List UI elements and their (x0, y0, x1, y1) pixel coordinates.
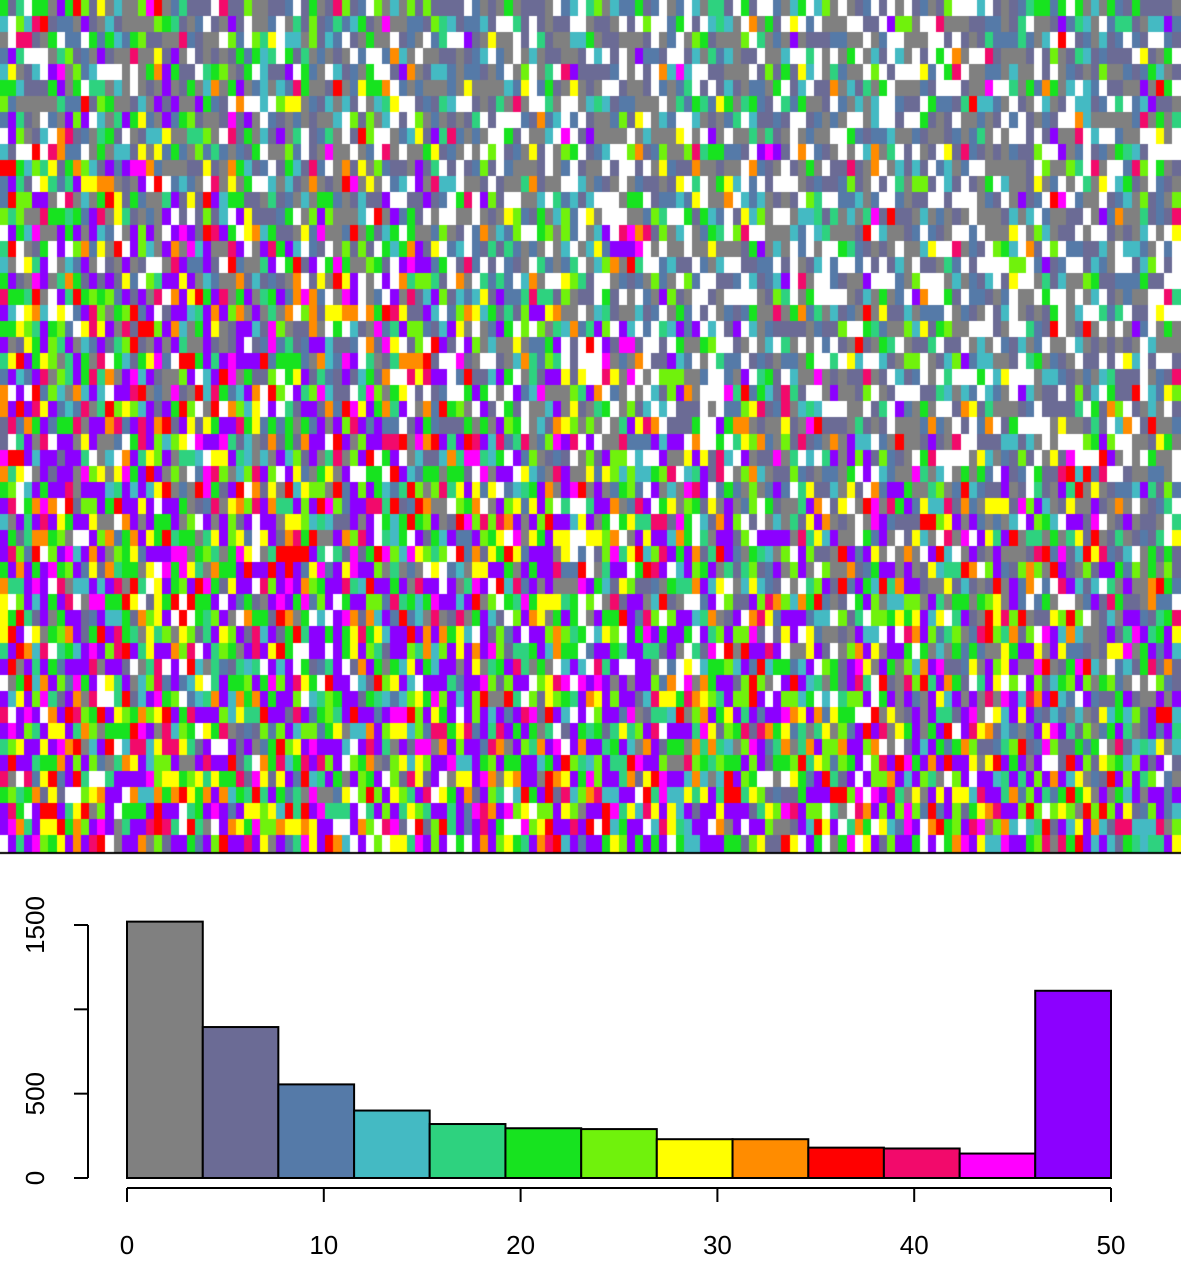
y-tick-label-1: 500 (20, 1072, 50, 1115)
x-tick-label-4: 40 (900, 1230, 929, 1260)
x-axis: 0 10 20 30 40 50 (120, 1187, 1126, 1260)
histogram-bar-10 (882, 1147, 961, 1179)
histogram-bar-3 (353, 1109, 431, 1179)
y-axis: 0 500 1500 (20, 896, 89, 1185)
histogram-bars (126, 920, 1113, 1180)
histogram-bar-6 (580, 1128, 658, 1180)
histogram-bar-7 (655, 1138, 734, 1179)
x-tick-label-5: 50 (1097, 1230, 1126, 1260)
histogram-bar-2 (277, 1083, 356, 1180)
histogram-bar-5 (504, 1127, 583, 1179)
histogram-bar-4 (428, 1123, 507, 1179)
histogram-bar-0 (126, 920, 204, 1179)
x-tick-label-3: 30 (703, 1230, 732, 1260)
histogram-bar-8 (731, 1138, 810, 1179)
x-tick-label-1: 10 (309, 1230, 338, 1260)
histogram-bar-11 (958, 1152, 1037, 1180)
histogram-bar-9 (807, 1146, 885, 1180)
histogram-bar-1 (201, 1026, 280, 1179)
classified-raster-map (0, 0, 1181, 855)
histogram-bar-12 (1034, 989, 1113, 1180)
y-tick-label-2: 1500 (20, 896, 50, 954)
x-tick-label-0: 0 (120, 1230, 134, 1260)
y-tick-label-0: 0 (20, 1171, 50, 1185)
x-tick-label-2: 20 (506, 1230, 535, 1260)
